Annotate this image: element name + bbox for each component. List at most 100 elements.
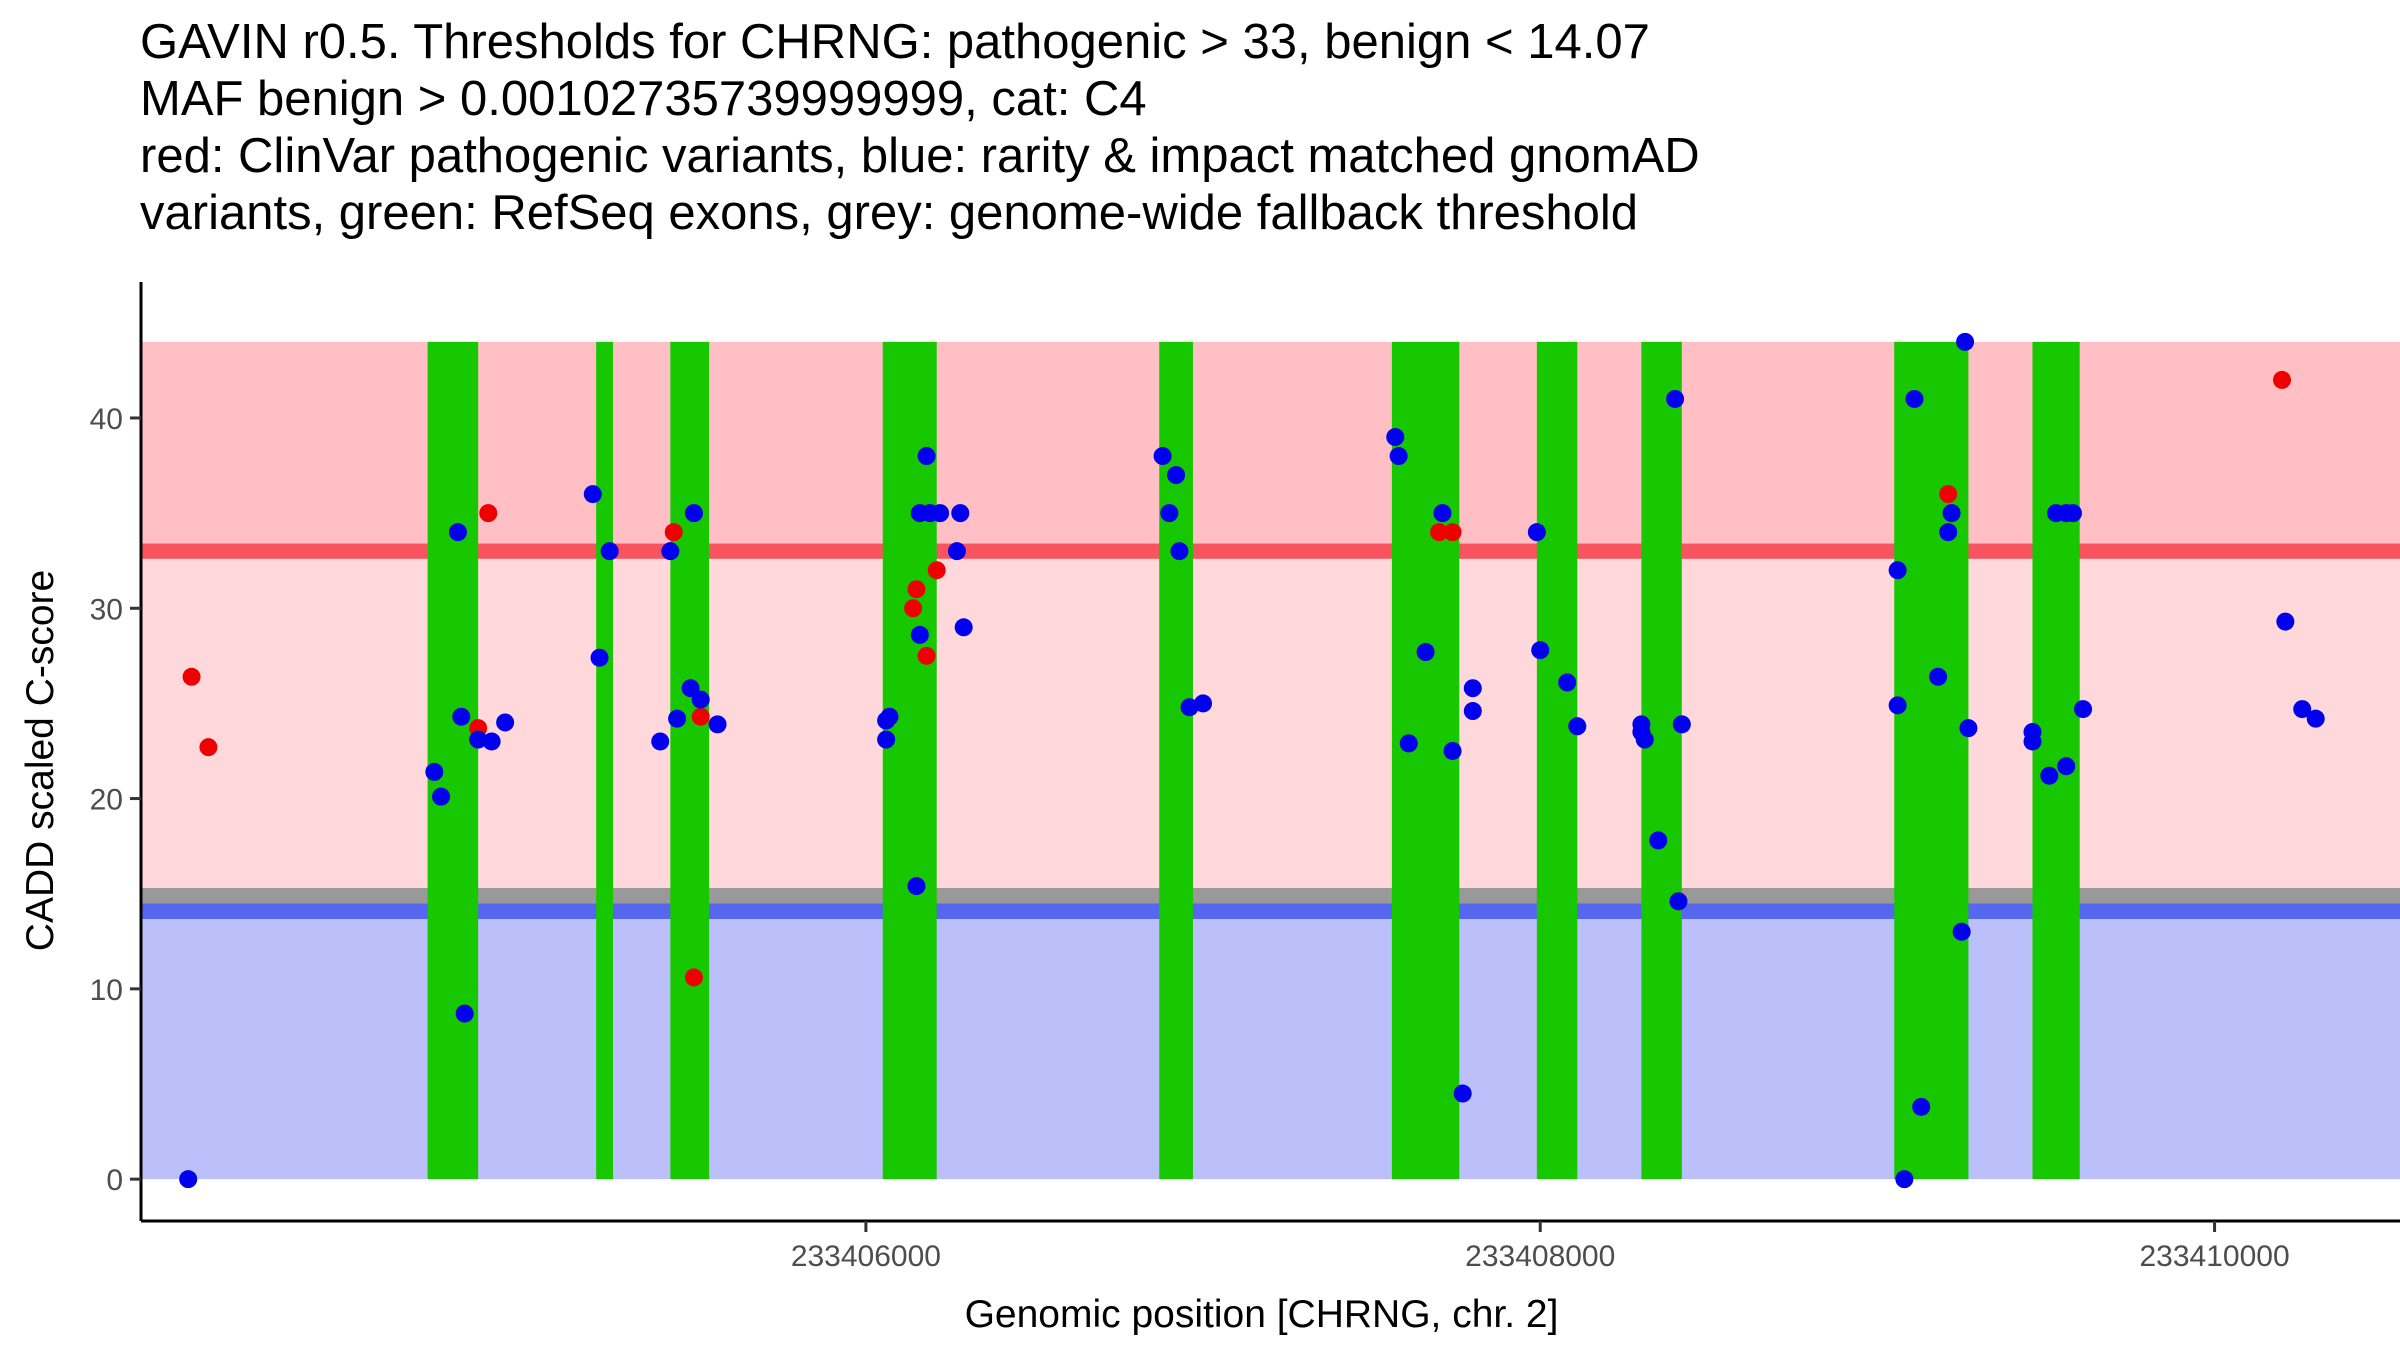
gnomad-point [600,542,619,561]
exon-bar [670,341,710,1180]
gnomad-point [432,787,451,806]
gnomad-point [954,618,973,637]
gnomad-point [1939,523,1958,542]
gnomad-point [880,707,899,726]
gnomad-point [2040,766,2059,785]
gnomad-point [496,713,515,732]
gnomad-point [651,732,670,751]
x-axis-title: Genomic position [CHRNG, chr. 2] [965,1293,1559,1336]
gnomad-point [448,523,467,542]
gnomad-point [1952,922,1971,941]
gnomad-point [1160,504,1179,523]
gnomad-point [1956,332,1975,351]
gnomad-point [1929,667,1948,686]
gnomad-point [661,542,680,561]
y-axis-title: CADD scaled C-score [19,570,62,951]
gnomad-point [947,542,966,561]
exon-bar [1894,341,1969,1180]
gnomad-point [1386,428,1405,447]
y-tick-label: 40 [90,403,123,436]
gnomad-point [668,709,687,728]
gnomad-point [2074,700,2093,719]
gnomad-point [1194,694,1213,713]
point-layer [179,332,2325,1189]
exon-bar [596,341,614,1180]
gnomad-point [684,504,703,523]
gnomad-point [1888,696,1907,715]
gnomad-point [1672,715,1691,734]
gnomad-point [425,762,444,781]
clinvar-point [927,561,946,580]
gnomad-point [1180,698,1199,717]
gnomad-point [1912,1097,1931,1116]
gnomad-point [1389,447,1408,466]
intermediate-region [141,551,2400,888]
y-tick-label: 0 [106,1164,123,1197]
chart-title: GAVIN r0.5. Thresholds for CHRNG: pathog… [140,14,1700,242]
gnomad-point [2023,732,2042,751]
gnomad-point [1463,702,1482,721]
gnomad-point [1959,719,1978,738]
title-line: variants, green: RefSeq exons, grey: gen… [140,186,1639,240]
title-line: red: ClinVar pathogenic variants, blue: … [140,129,1700,183]
gnomad-point [1568,717,1587,736]
exon-bar [1641,341,1682,1180]
clinvar-point [691,707,710,726]
clinvar-point [684,968,703,987]
gnomad-point [931,504,950,523]
x-tick-label: 233408000 [1465,1240,1615,1273]
title-line: GAVIN r0.5. Thresholds for CHRNG: pathog… [140,15,1650,69]
pathogenic-region [141,341,2400,552]
clinvar-point [1443,523,1462,542]
gnomad-point [1895,1170,1914,1189]
clinvar-point [664,523,683,542]
gnomad-point [590,648,609,667]
x-tick-label: 233406000 [791,1240,941,1273]
benign-region [141,911,2400,1180]
threshold-bands [141,341,2400,1180]
gnomad-point [877,730,896,749]
exon-bar [1391,341,1460,1180]
gnomad-point [1635,730,1654,749]
gnomad-point [583,485,602,504]
gnomad-point [951,504,970,523]
gnomad-point [2276,612,2295,631]
gnomad-point [2057,757,2076,776]
gnomad-point [1443,741,1462,760]
gnomad-point [1527,523,1546,542]
gnomad-point [1453,1084,1472,1103]
exon-bar [427,341,479,1180]
gnomad-point [691,690,710,709]
title-line: MAF benign > 0.00102735739999999, cat: C… [140,72,1147,126]
y-tick-label: 30 [90,593,123,626]
gnomad-point [907,877,926,896]
gnomad-point [1905,389,1924,408]
gnomad-point [482,732,501,751]
clinvar-point [479,504,498,523]
gnomad-point [2293,700,2312,719]
gnomad-point [910,625,929,644]
gnomad-point [1153,447,1172,466]
x-tick-label: 233410000 [2139,1240,2289,1273]
gnomad-point [1531,641,1550,660]
clinvar-point [1430,523,1449,542]
gnomad-point [452,707,471,726]
gnomad-point [469,730,488,749]
gnomad-point [1170,542,1189,561]
clinvar-point [904,599,923,618]
gnomad-point [1399,734,1418,753]
gnomad-point [1666,389,1685,408]
gnomad-point [179,1170,198,1189]
y-tick-label: 10 [90,974,123,1007]
y-tick-label: 20 [90,784,123,817]
gnomad-point [2306,709,2325,728]
axes [139,282,2400,1223]
gnomad-point [1463,679,1482,698]
gnomad-point [1167,466,1186,485]
gnomad-series [179,332,2325,1189]
gnomad-point [1558,673,1577,692]
clinvar-point [182,667,201,686]
gnomad-point [1433,504,1452,523]
exon-bar [1536,341,1578,1180]
